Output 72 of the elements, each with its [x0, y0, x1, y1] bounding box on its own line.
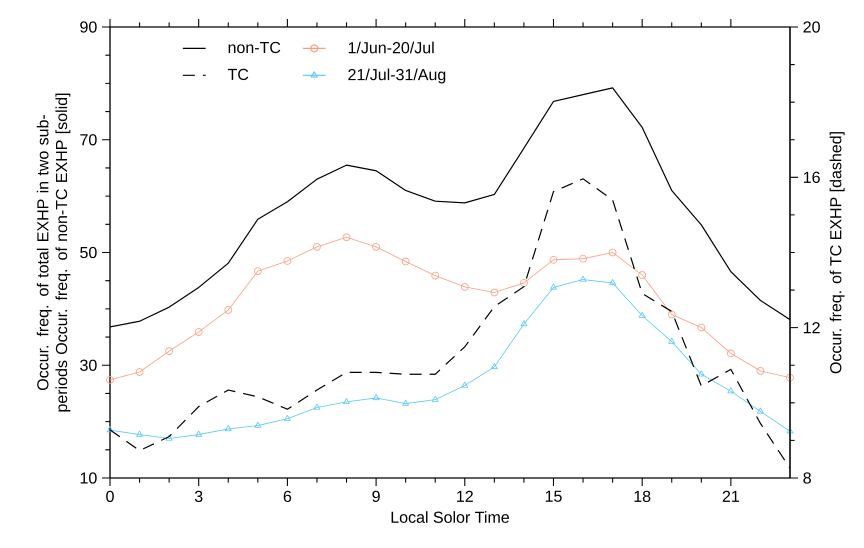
point	[580, 276, 586, 282]
point	[520, 320, 528, 326]
point	[668, 310, 676, 318]
point	[254, 267, 262, 275]
point	[727, 387, 734, 394]
point	[136, 430, 143, 437]
y-tick-label: 90	[80, 21, 97, 33]
point	[520, 279, 528, 287]
point	[313, 242, 321, 251]
point	[579, 254, 587, 263]
point	[195, 430, 202, 437]
x-tick-label: 9	[372, 490, 380, 502]
point	[254, 422, 262, 428]
point	[550, 256, 558, 264]
x-axis-title: Local Solor Time	[392, 511, 509, 523]
point	[638, 271, 646, 279]
x-tick-label: 18	[634, 490, 650, 502]
point	[698, 370, 705, 376]
point	[224, 306, 232, 314]
point	[284, 257, 292, 265]
point	[550, 284, 557, 290]
point	[786, 374, 794, 382]
point	[342, 233, 350, 242]
point	[402, 258, 410, 266]
point	[372, 394, 380, 400]
y2-tick-label: 16	[804, 172, 820, 183]
point	[697, 324, 706, 332]
point	[638, 312, 646, 318]
y2-axis-title: Occur. freq. of TC EXHP [dashed]	[830, 132, 845, 374]
point	[372, 242, 380, 251]
point	[490, 288, 498, 296]
point	[106, 376, 114, 384]
legend-label: 1/Jun-20/Jul	[348, 42, 434, 54]
point	[194, 328, 203, 336]
point	[668, 338, 676, 344]
y2-tick-label: 8	[803, 472, 811, 484]
y-tick-label: 70	[80, 134, 97, 146]
point	[432, 396, 439, 402]
y-tick-label: 50	[80, 246, 97, 258]
x-tick-label: 21	[722, 490, 739, 502]
x-tick-label: 3	[194, 490, 202, 502]
point	[314, 404, 320, 410]
point	[757, 408, 764, 414]
point	[727, 350, 735, 358]
point	[136, 368, 144, 376]
point	[461, 382, 468, 388]
point	[490, 363, 498, 370]
point	[284, 414, 291, 421]
point	[224, 425, 232, 432]
point	[786, 427, 794, 434]
legend-label: TC	[228, 68, 248, 80]
y-tick-label: 10	[80, 472, 97, 484]
x-tick-label: 6	[284, 490, 292, 502]
point	[343, 398, 350, 404]
y2-tick-label: 20	[804, 21, 820, 33]
y-tick-label: 30	[80, 360, 97, 371]
point	[609, 279, 616, 286]
y-axis-title: Occur. freq. of total EXHP in two sub-periods Occur. freq. of non-TC EXHP [solid]	[36, 94, 70, 412]
point	[608, 248, 616, 256]
legend-label: non-TC	[228, 42, 280, 54]
point	[431, 272, 440, 280]
point	[756, 367, 764, 375]
x-tick-label: 15	[546, 490, 562, 502]
point	[165, 347, 173, 356]
point	[402, 400, 410, 406]
legend-label: 21/Jul-31/Aug	[348, 68, 446, 84]
x-tick-label: 0	[106, 490, 114, 502]
point	[460, 283, 469, 291]
x-tick-label: 12	[457, 490, 473, 502]
point	[166, 434, 173, 441]
y2-tick-label: 12	[804, 322, 820, 334]
point	[106, 426, 114, 432]
